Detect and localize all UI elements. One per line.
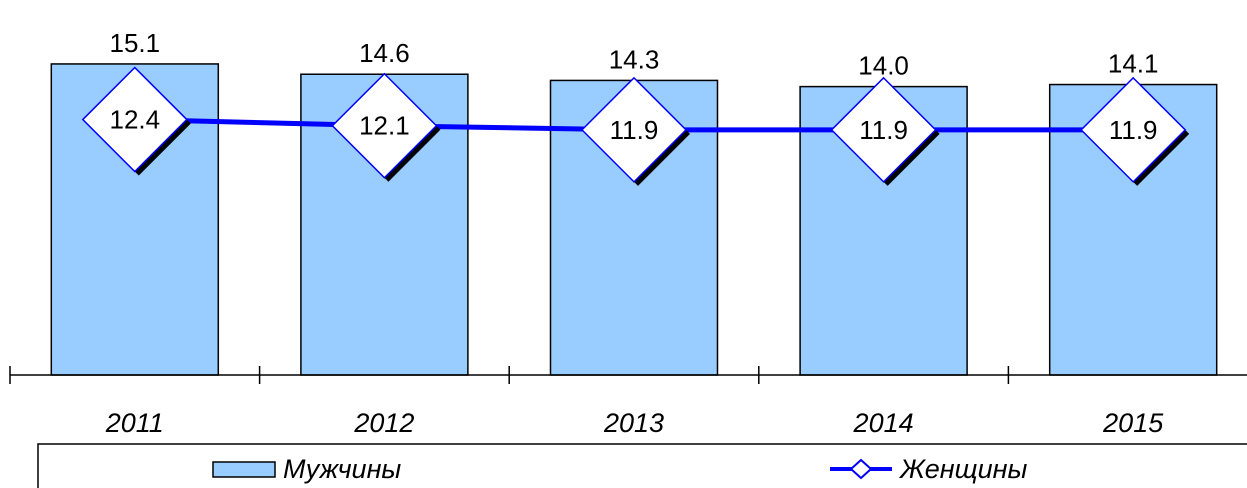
marker-2015 xyxy=(1080,76,1187,183)
x-tick-label-2015: 2015 xyxy=(1102,408,1164,438)
marker-2011 xyxy=(81,66,188,173)
marker-2012 xyxy=(331,72,438,179)
legend-swatch-marker xyxy=(849,458,873,480)
line-series: 12.4 12.1 11.9 11.9 11.9 xyxy=(81,66,1190,186)
marker-2013 xyxy=(580,76,688,183)
x-tick-label-2011: 2011 xyxy=(105,408,164,438)
line-value-label-2015: 11.9 xyxy=(1109,115,1158,145)
bar-value-label-2015: 14.1 xyxy=(1108,49,1159,79)
line-value-label-2013: 11.9 xyxy=(610,115,659,145)
legend-label-line: Женщины xyxy=(898,454,1027,484)
legend-label-bar: Мужчины xyxy=(283,454,401,484)
legend-swatch-bar xyxy=(212,461,276,478)
bar-value-label-2011: 15.1 xyxy=(109,28,160,58)
x-tick-label-2012: 2012 xyxy=(353,408,414,438)
line-value-label-2012: 12.1 xyxy=(359,111,410,141)
bar-value-label-2012: 14.6 xyxy=(359,38,410,68)
legend: Мужчины Женщины xyxy=(37,443,1247,488)
x-axis: 2011 2012 2013 2014 2015 xyxy=(9,366,1247,438)
line-value-label-2011: 12.4 xyxy=(109,105,160,135)
x-tick-label-2014: 2014 xyxy=(853,408,914,438)
x-tick-label-2013: 2013 xyxy=(603,408,664,438)
line-value-label-2014: 11.9 xyxy=(859,115,908,145)
marker-2014 xyxy=(830,76,937,183)
bar-value-label-2014: 14.0 xyxy=(858,51,909,81)
bar-value-label-2013: 14.3 xyxy=(609,44,660,74)
